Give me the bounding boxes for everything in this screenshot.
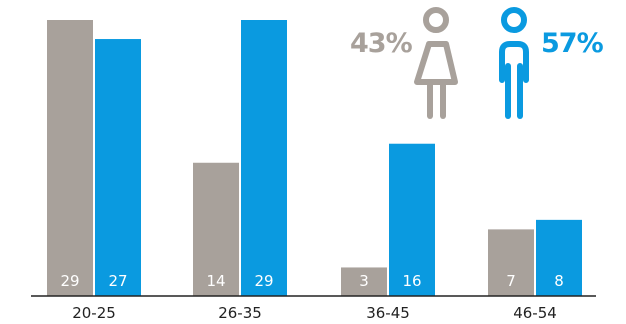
bar-value-label: 8 [554, 272, 564, 290]
category-label: 20-25 [72, 304, 116, 322]
bar-value-label: 29 [60, 272, 79, 290]
bar-value-label: 16 [402, 272, 421, 290]
bar-46-54-series-2 [536, 219, 582, 296]
category-label: 46-54 [513, 304, 557, 322]
category-labels-layer: 20-25 26-35 36-45 46-54 [72, 304, 557, 322]
bar-20-25-series-1 [47, 20, 93, 296]
bar-value-label: 3 [359, 272, 369, 290]
female-percent-label: 43% [350, 28, 413, 59]
bar-20-25-series-2 [95, 39, 141, 296]
category-label: 36-45 [366, 304, 410, 322]
bar-value-label: 27 [108, 272, 127, 290]
bar-value-label: 7 [506, 272, 516, 290]
bar-value-label: 29 [254, 272, 273, 290]
bar-46-54-series-1 [488, 229, 534, 296]
bar-labels-layer: 29 27 14 29 3 16 7 8 [60, 272, 563, 290]
bar-26-35-series-2 [241, 20, 287, 296]
bar-36-45-series-1 [341, 267, 387, 296]
male-percent-label: 57% [541, 28, 604, 59]
female-annotation: 43% [350, 7, 458, 119]
category-label: 26-35 [218, 304, 262, 322]
male-annotation: 57% [499, 7, 605, 119]
male-person-icon [499, 7, 529, 119]
bar-26-35-series-1 [193, 162, 239, 296]
bar-36-45-series-2 [389, 143, 435, 296]
female-person-icon [414, 7, 458, 119]
bar-value-label: 14 [206, 272, 225, 290]
bars-layer [47, 20, 582, 296]
